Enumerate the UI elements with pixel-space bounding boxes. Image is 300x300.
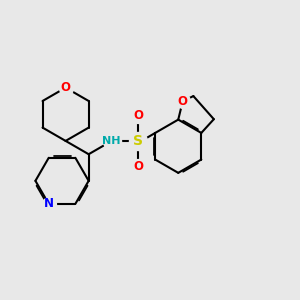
Text: N: N [44, 197, 54, 210]
Text: O: O [61, 81, 70, 94]
Text: O: O [133, 109, 143, 122]
Text: NH: NH [103, 136, 121, 146]
Text: O: O [133, 160, 143, 173]
Text: O: O [178, 95, 188, 108]
Text: S: S [133, 134, 143, 148]
